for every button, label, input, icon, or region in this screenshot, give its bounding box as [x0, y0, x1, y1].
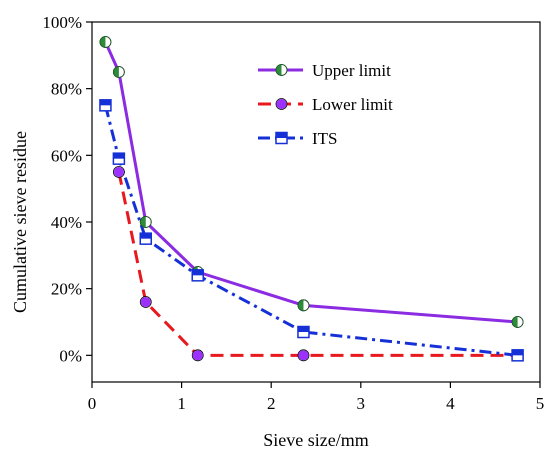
- x-tick-label: 5: [536, 394, 545, 413]
- legend-label: ITS: [312, 129, 338, 148]
- legend-entry-1: Lower limit: [258, 95, 393, 114]
- series-line-0: [104, 41, 518, 324]
- series-line-2: [103, 104, 518, 357]
- legend-label: Lower limit: [312, 95, 393, 114]
- plot-frame: [91, 21, 541, 383]
- tick-labels: 0 1 2 3 4 5 0% 20% 40% 60% 80% 100%: [42, 13, 544, 413]
- data-point-0-0: [99, 36, 112, 48]
- data-point-2-4: [297, 325, 310, 339]
- y-tick-label: 20%: [51, 280, 82, 299]
- data-point-1-1: [139, 296, 152, 308]
- data-point-0-4: [297, 299, 310, 312]
- y-tick-label: 80%: [51, 80, 82, 99]
- data-point-0-5: [511, 316, 524, 328]
- data-point-2-1: [112, 152, 126, 165]
- legend-marker: [275, 131, 288, 145]
- data-point-1-2: [191, 349, 204, 362]
- legend-marker: [275, 64, 288, 76]
- x-axis-label: Sieve size/mm: [263, 430, 368, 450]
- y-tick-label: 0%: [59, 346, 82, 365]
- x-tick-label: 1: [177, 394, 186, 413]
- data-point-0-1: [112, 66, 125, 78]
- y-axis-label: Cumulative sieve residue: [10, 131, 30, 313]
- y-tick-label: 100%: [42, 13, 82, 32]
- legend-entry-2: ITS: [258, 129, 338, 148]
- data-point-2-2: [139, 232, 153, 245]
- y-tick-label: 40%: [51, 213, 82, 232]
- legend-entry-0: Upper limit: [258, 61, 391, 80]
- legend-label: Upper limit: [312, 61, 391, 80]
- legend-marker: [275, 98, 288, 110]
- x-tick-label: 0: [88, 394, 97, 413]
- data-point-2-3: [191, 269, 204, 282]
- axes: [86, 21, 541, 388]
- series-lines: [103, 41, 518, 357]
- data-point-2-5: [511, 349, 524, 362]
- legend: Upper limit Lower limit ITS: [258, 61, 393, 148]
- x-tick-label: 3: [357, 394, 366, 413]
- data-point-0-2: [139, 216, 152, 228]
- data-point-1-3: [297, 349, 310, 362]
- data-point-2-0: [99, 99, 112, 112]
- x-tick-label: 2: [267, 394, 276, 413]
- data-point-1-0: [112, 166, 125, 178]
- x-tick-label: 4: [446, 394, 455, 413]
- series-markers: [99, 36, 524, 362]
- y-tick-label: 60%: [51, 146, 82, 165]
